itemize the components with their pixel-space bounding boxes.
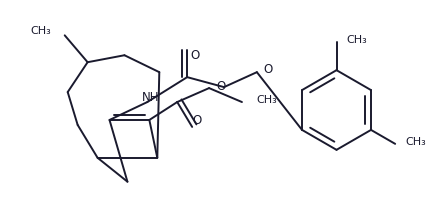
Text: O: O: [216, 80, 225, 93]
Text: NH: NH: [141, 91, 159, 104]
Text: CH₃: CH₃: [256, 95, 276, 105]
Text: O: O: [190, 49, 200, 62]
Text: CH₃: CH₃: [405, 137, 426, 147]
Text: O: O: [264, 63, 273, 76]
Text: O: O: [193, 114, 202, 127]
Text: CH₃: CH₃: [347, 35, 367, 45]
Text: CH₃: CH₃: [30, 26, 51, 36]
